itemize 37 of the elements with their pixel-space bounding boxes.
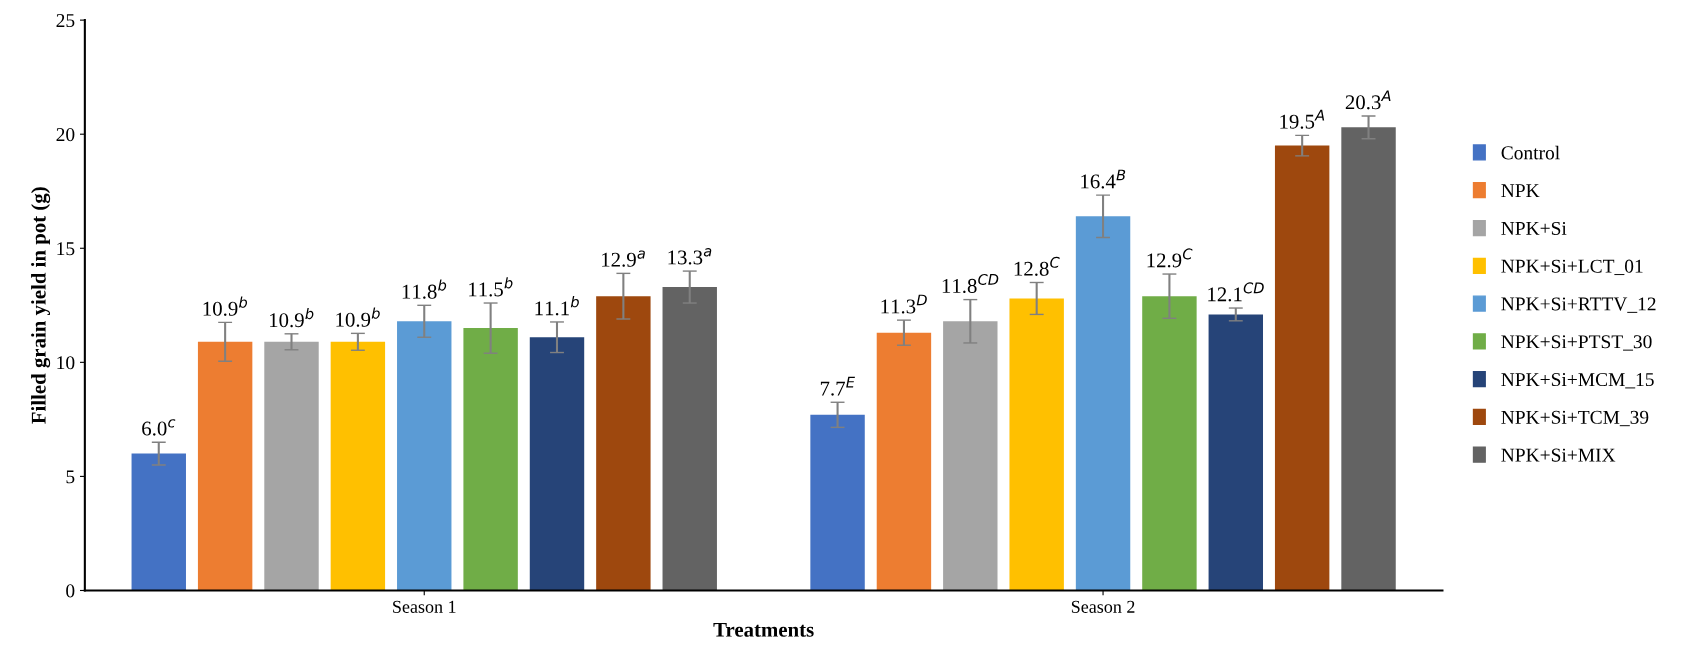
y-tick-label: 0	[66, 584, 75, 598]
data-label: 13.3$^{a}$	[668, 248, 712, 265]
data-label: 11.8$^{CD}$	[942, 273, 999, 294]
data-label: 12.8$^{C}$	[1014, 256, 1060, 276]
y-tick-label: 25	[56, 14, 75, 28]
legend-label: NPK+Si+RTTV_12	[1501, 297, 1656, 313]
data-label: 7.7$^{E}$	[820, 376, 855, 396]
data-label: 12.9$^{C}$	[1147, 248, 1193, 268]
x-axis-title: Treatments	[713, 622, 814, 637]
legend-label: NPK+Si+MIX	[1501, 448, 1616, 462]
data-label: 12.9$^{a}$	[602, 250, 645, 267]
data-label: 10.9$^{b}$	[270, 307, 314, 328]
data-label: 19.5$^{A}$	[1280, 109, 1325, 129]
y-tick-label: 20	[56, 128, 75, 142]
data-label: 11.5$^{b}$	[469, 277, 513, 297]
data-label: 12.1$^{CD}$	[1208, 282, 1264, 302]
x-tick-label: Season 1	[393, 600, 456, 613]
data-label: 11.1$^{b}$	[535, 296, 579, 316]
legend-label: NPK+Si+LCT_01	[1501, 259, 1643, 276]
legend-label: NPK+Si+MCM_15	[1501, 373, 1654, 389]
legend-label: NPK+Si	[1501, 221, 1567, 235]
data-label: 6.0$^{c}$	[142, 419, 176, 436]
legend-label: NPK+Si+PTST_30	[1501, 335, 1652, 351]
data-label: 10.9$^{b}$	[203, 296, 248, 316]
x-tick-label: Season 2	[1071, 600, 1135, 613]
data-label: 10.9$^{b}$	[336, 307, 380, 327]
data-label: 11.3$^{D}$	[881, 294, 927, 314]
data-label: 11.8$^{b}$	[402, 279, 447, 299]
y-tick-label: 15	[57, 242, 75, 256]
y-tick-label: 10	[57, 356, 75, 370]
y-tick-label: 5	[66, 470, 75, 484]
legend-label: NPK+Si+TCM_39	[1501, 410, 1649, 427]
legend-label: Control	[1501, 145, 1560, 160]
y-axis-title: Filled grain yield in pot (g)	[31, 187, 51, 424]
legend-label: NPK	[1501, 184, 1540, 197]
data-label: 20.3$^{A}$	[1345, 90, 1391, 110]
data-label: 16.4$^{B}$	[1081, 169, 1126, 189]
